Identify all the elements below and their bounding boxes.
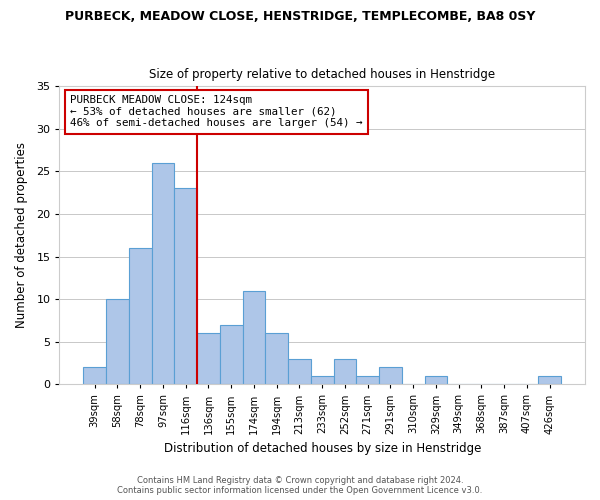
Bar — [334, 358, 356, 384]
Bar — [106, 299, 129, 384]
Bar — [83, 367, 106, 384]
Title: Size of property relative to detached houses in Henstridge: Size of property relative to detached ho… — [149, 68, 496, 81]
Bar — [379, 367, 402, 384]
Y-axis label: Number of detached properties: Number of detached properties — [15, 142, 28, 328]
Bar — [356, 376, 379, 384]
Text: PURBECK, MEADOW CLOSE, HENSTRIDGE, TEMPLECOMBE, BA8 0SY: PURBECK, MEADOW CLOSE, HENSTRIDGE, TEMPL… — [65, 10, 535, 23]
Bar — [175, 188, 197, 384]
Bar — [311, 376, 334, 384]
Bar — [265, 333, 288, 384]
Bar — [242, 290, 265, 384]
Bar — [538, 376, 561, 384]
Bar — [425, 376, 448, 384]
Text: PURBECK MEADOW CLOSE: 124sqm
← 53% of detached houses are smaller (62)
46% of se: PURBECK MEADOW CLOSE: 124sqm ← 53% of de… — [70, 96, 362, 128]
Bar — [197, 333, 220, 384]
Bar — [129, 248, 152, 384]
Bar — [152, 163, 175, 384]
Text: Contains HM Land Registry data © Crown copyright and database right 2024.
Contai: Contains HM Land Registry data © Crown c… — [118, 476, 482, 495]
Bar — [220, 324, 242, 384]
X-axis label: Distribution of detached houses by size in Henstridge: Distribution of detached houses by size … — [164, 442, 481, 455]
Bar — [288, 358, 311, 384]
